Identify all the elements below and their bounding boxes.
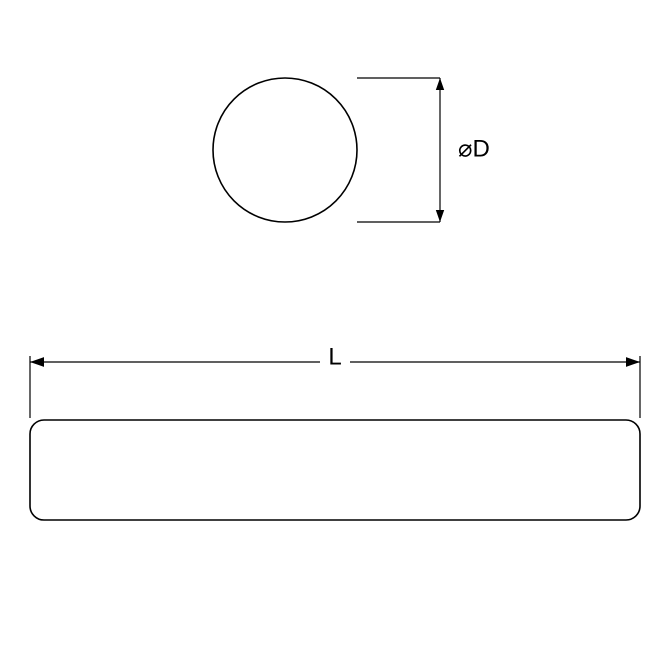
length-label: L (328, 343, 341, 370)
diameter-dimension: ⌀D (357, 78, 490, 222)
dim-arrowhead-bottom (436, 210, 444, 222)
dim-arrowhead-right (626, 357, 640, 367)
dim-arrowhead-top (436, 78, 444, 90)
dim-arrowhead-left (30, 357, 44, 367)
diameter-label: ⌀D (458, 135, 490, 162)
length-dimension: L (30, 343, 640, 418)
rod-end-circle (213, 78, 357, 222)
engineering-drawing: ⌀D L (0, 0, 670, 670)
rod-side-rect (30, 420, 640, 520)
